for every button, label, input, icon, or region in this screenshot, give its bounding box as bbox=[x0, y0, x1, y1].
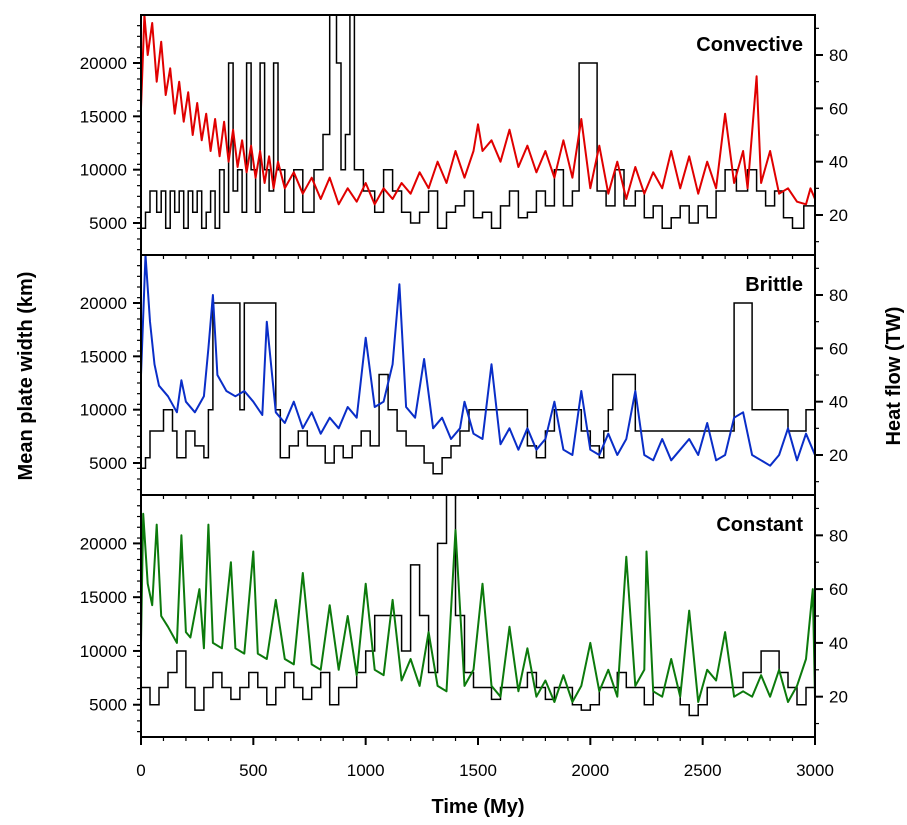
panel-frame-2 bbox=[140, 494, 816, 738]
panel-label-0: Convective bbox=[696, 34, 803, 56]
left-tick-label-2-1: 10000 bbox=[80, 642, 127, 661]
left-tick-label-2-2: 15000 bbox=[80, 588, 127, 607]
plate-width-series-1 bbox=[141, 302, 815, 475]
right-tick-label-1-2: 60 bbox=[829, 339, 848, 358]
left-tick-label-1-3: 20000 bbox=[80, 294, 127, 313]
left-tick-label-0-3: 20000 bbox=[80, 54, 127, 73]
plate-width-series-2 bbox=[141, 495, 815, 717]
right-tick-label-1-1: 40 bbox=[829, 393, 848, 412]
x-axis-title: Time (My) bbox=[432, 796, 525, 818]
x-tick-label-6: 3000 bbox=[796, 761, 834, 780]
heat-flow-series-2 bbox=[141, 512, 815, 703]
left-tick-label-1-1: 10000 bbox=[80, 401, 127, 420]
x-tick-label-3: 1500 bbox=[459, 761, 497, 780]
right-tick-label-0-3: 80 bbox=[829, 46, 848, 65]
right-tick-label-2-0: 20 bbox=[829, 688, 848, 707]
right-tick-label-0-2: 60 bbox=[829, 99, 848, 118]
right-tick-label-0-1: 40 bbox=[829, 153, 848, 172]
x-tick-label-5: 2500 bbox=[684, 761, 722, 780]
left-tick-label-2-3: 20000 bbox=[80, 534, 127, 553]
left-tick-label-0-1: 10000 bbox=[80, 161, 127, 180]
heat-flow-series-0 bbox=[141, 15, 815, 206]
panel-label-1: Brittle bbox=[745, 274, 803, 296]
right-axis-title: Heat flow (TW) bbox=[883, 307, 905, 446]
plate-width-series-0 bbox=[141, 15, 815, 230]
left-tick-label-1-0: 5000 bbox=[89, 454, 127, 473]
right-tick-label-0-0: 20 bbox=[829, 206, 848, 225]
x-tick-label-1: 500 bbox=[239, 761, 267, 780]
x-tick-label-0: 0 bbox=[136, 761, 145, 780]
left-tick-label-0-2: 15000 bbox=[80, 107, 127, 126]
left-tick-label-2-0: 5000 bbox=[89, 696, 127, 715]
right-tick-label-2-3: 80 bbox=[829, 526, 848, 545]
right-tick-label-2-2: 60 bbox=[829, 580, 848, 599]
panel-label-2: Constant bbox=[716, 514, 803, 536]
left-axis-title: Mean plate width (km) bbox=[15, 272, 37, 481]
x-tick-label-2: 1000 bbox=[347, 761, 385, 780]
heat-flow-series-1 bbox=[141, 255, 815, 467]
x-tick-label-4: 2000 bbox=[571, 761, 609, 780]
right-tick-label-1-3: 80 bbox=[829, 286, 848, 305]
panel-frame-1 bbox=[140, 254, 816, 496]
left-tick-label-1-2: 15000 bbox=[80, 347, 127, 366]
right-tick-label-1-0: 20 bbox=[829, 446, 848, 465]
right-tick-label-2-1: 40 bbox=[829, 634, 848, 653]
left-tick-label-0-0: 5000 bbox=[89, 214, 127, 233]
